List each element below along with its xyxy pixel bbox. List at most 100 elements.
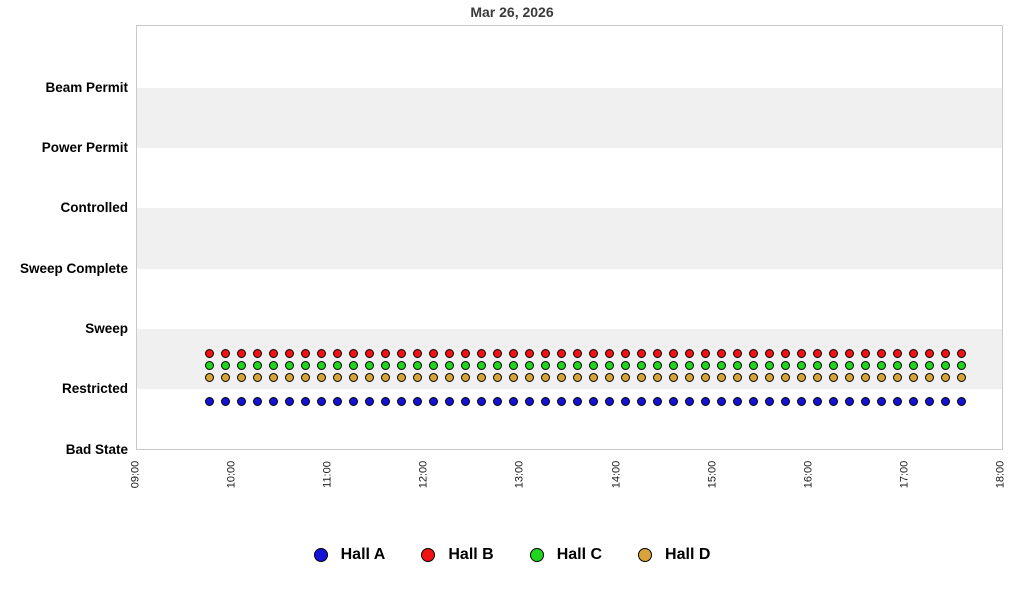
data-point-hall-d	[220, 372, 230, 382]
data-point-hall-c	[909, 360, 919, 370]
data-point-hall-a	[396, 396, 406, 406]
data-point-hall-c	[685, 360, 695, 370]
data-point-hall-a	[492, 396, 502, 406]
data-point-hall-d	[589, 372, 599, 382]
data-point-hall-b	[909, 348, 919, 358]
legend-marker-icon	[529, 548, 544, 562]
data-point-hall-a	[284, 396, 294, 406]
data-point-hall-d	[268, 372, 278, 382]
data-point-hall-a	[829, 396, 839, 406]
data-point-hall-d	[781, 372, 791, 382]
data-point-hall-b	[845, 348, 855, 358]
y-category-label: Controlled	[60, 200, 129, 216]
data-point-hall-a	[316, 396, 326, 406]
data-point-hall-c	[925, 360, 935, 370]
data-point-hall-c	[573, 360, 582, 370]
data-point-hall-b	[460, 348, 470, 358]
x-tick-label: 17:00	[898, 460, 911, 489]
x-tick-label: 10:00	[225, 460, 238, 489]
data-point-hall-d	[909, 372, 919, 382]
data-point-hall-d	[717, 372, 727, 382]
data-point-hall-c	[444, 360, 454, 370]
data-point-hall-a	[797, 396, 807, 406]
data-point-hall-c	[252, 360, 262, 370]
data-point-hall-b	[829, 348, 839, 358]
data-point-hall-d	[412, 372, 422, 382]
data-point-hall-a	[925, 396, 935, 406]
data-point-hall-a	[476, 396, 486, 406]
data-point-hall-d	[396, 372, 406, 382]
data-point-hall-b	[781, 348, 791, 358]
data-point-hall-a	[941, 396, 951, 406]
data-point-hall-a	[893, 396, 903, 406]
legend-item-hall-b: Hall B	[421, 546, 494, 564]
data-point-hall-b	[605, 348, 615, 358]
legend-marker-icon	[638, 548, 653, 562]
data-point-hall-b	[877, 348, 887, 358]
data-point-hall-a	[444, 396, 454, 406]
data-point-hall-c	[813, 360, 823, 370]
data-point-hall-c	[941, 360, 951, 370]
y-category-label: Beam Permit	[45, 79, 128, 95]
data-point-hall-c	[332, 360, 342, 370]
data-point-hall-d	[765, 372, 775, 382]
legend: Hall A Hall B Hall C Hall D	[0, 542, 1024, 568]
data-point-hall-d	[364, 372, 374, 382]
data-point-hall-a	[589, 396, 599, 406]
data-point-hall-d	[540, 372, 550, 382]
data-point-hall-b	[957, 348, 967, 358]
data-point-hall-b	[364, 348, 374, 358]
data-point-hall-a	[765, 396, 775, 406]
data-point-hall-c	[653, 360, 663, 370]
data-point-hall-c	[220, 360, 230, 370]
data-point-hall-b	[428, 348, 438, 358]
data-point-hall-c	[621, 360, 631, 370]
data-point-hall-a	[717, 396, 727, 406]
data-point-hall-b	[204, 348, 214, 358]
data-point-hall-c	[284, 360, 294, 370]
data-point-hall-a	[733, 396, 743, 406]
data-point-hall-a	[877, 396, 887, 406]
data-point-hall-a	[364, 396, 374, 406]
data-point-hall-c	[637, 360, 647, 370]
data-point-hall-b	[925, 348, 935, 358]
grid-band	[137, 87, 1002, 148]
data-point-hall-c	[364, 360, 374, 370]
data-point-hall-a	[781, 396, 791, 406]
data-point-hall-c	[845, 360, 855, 370]
data-point-hall-d	[893, 372, 903, 382]
data-point-hall-d	[476, 372, 486, 382]
data-point-hall-a	[605, 396, 615, 406]
data-point-hall-c	[893, 360, 903, 370]
data-point-hall-d	[621, 372, 631, 382]
x-tick-label: 13:00	[513, 460, 526, 489]
data-point-hall-b	[252, 348, 262, 358]
data-point-hall-b	[444, 348, 454, 358]
data-point-hall-b	[332, 348, 342, 358]
data-point-hall-d	[957, 372, 967, 382]
data-point-hall-c	[508, 360, 518, 370]
data-point-hall-a	[236, 396, 246, 406]
data-point-hall-d	[813, 372, 823, 382]
data-point-hall-d	[653, 372, 663, 382]
data-point-hall-c	[316, 360, 326, 370]
data-point-hall-b	[941, 348, 951, 358]
data-point-hall-c	[268, 360, 278, 370]
data-point-hall-b	[316, 348, 326, 358]
data-point-hall-d	[685, 372, 695, 382]
data-point-hall-c	[476, 360, 486, 370]
data-point-hall-c	[428, 360, 438, 370]
x-tick-label: 16:00	[802, 460, 815, 489]
data-point-hall-b	[540, 348, 550, 358]
data-point-hall-c	[733, 360, 743, 370]
data-point-hall-c	[781, 360, 791, 370]
x-tick-label: 11:00	[321, 461, 334, 488]
data-point-hall-a	[957, 396, 967, 406]
data-point-hall-a	[300, 396, 310, 406]
data-point-hall-b	[653, 348, 663, 358]
data-point-hall-d	[941, 372, 951, 382]
data-point-hall-c	[524, 360, 534, 370]
data-point-hall-a	[412, 396, 422, 406]
data-point-hall-a	[252, 396, 262, 406]
